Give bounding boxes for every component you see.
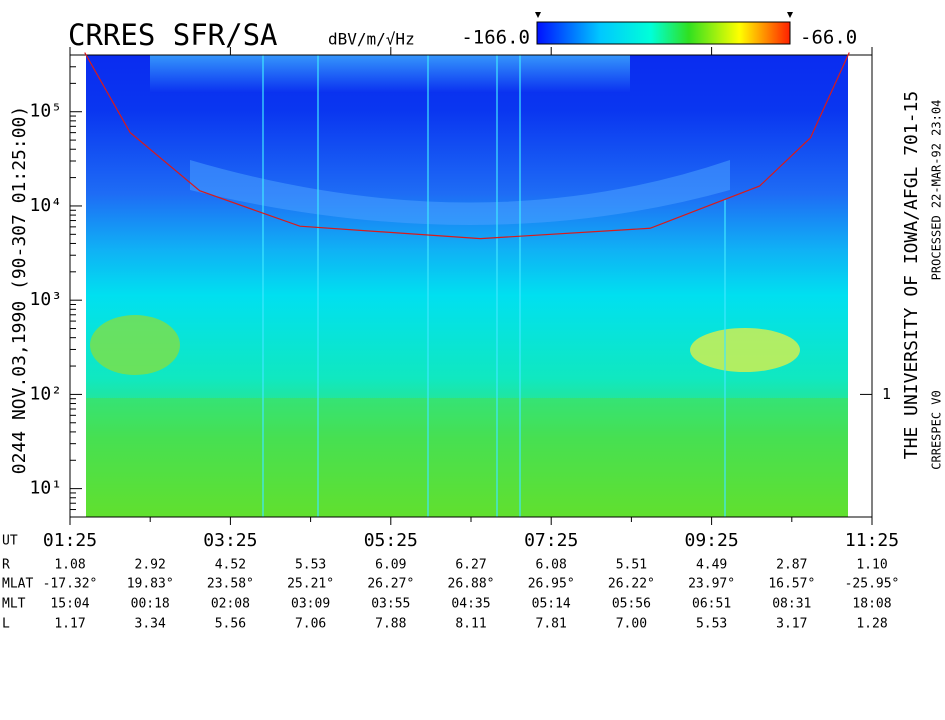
ephemeris-value: 3.17: [776, 617, 807, 632]
ephemeris-value: 26.22°: [608, 577, 655, 592]
ephemeris-value: 26.27°: [367, 577, 414, 592]
ephemeris-value: 6.08: [536, 558, 567, 573]
ephemeris-value: 5.51: [616, 558, 647, 573]
x-tick-label: 03:25: [203, 530, 257, 551]
plot-area: [69, 54, 873, 518]
ephemeris-value: 03:55: [371, 597, 410, 612]
x-tick-label: 01:25: [43, 530, 97, 551]
ephemeris-value: 4.49: [696, 558, 727, 573]
y2-tick-label: 1: [882, 385, 891, 403]
colorbar: [536, 21, 791, 45]
ephemeris-value: 18:08: [852, 597, 891, 612]
ephemeris-value: 7.88: [375, 617, 406, 632]
y-tick-label: 10⁵: [29, 101, 62, 122]
ephemeris-value: 5.53: [696, 617, 727, 632]
right-label: THE UNIVERSITY OF IOWA/AFGL 701-15: [901, 91, 922, 459]
overlay-line: [84, 52, 850, 240]
spectrogram-band: [190, 160, 730, 225]
y-tick-label: 10²: [29, 383, 62, 404]
spectrogram-band: [90, 315, 180, 375]
ephemeris-value: -25.95°: [845, 577, 900, 592]
ephemeris-value: 05:14: [532, 597, 571, 612]
ephemeris-value: 23.97°: [688, 577, 735, 592]
spectrogram-band: [86, 398, 848, 517]
version-label: CRRESPEC V0: [930, 390, 944, 469]
ephemeris-value: 2.87: [776, 558, 807, 573]
ephemeris-value: -17.32°: [43, 577, 98, 592]
ephemeris-value: 7.00: [616, 617, 647, 632]
ephemeris-value: 5.56: [215, 617, 246, 632]
ephemeris-value: 26.95°: [528, 577, 575, 592]
ephemeris-value: 1.17: [54, 617, 85, 632]
spectrogram: [86, 55, 848, 517]
ephemeris-value: 06:51: [692, 597, 731, 612]
ephemeris-value: 19.83°: [127, 577, 174, 592]
ephemeris-value: 04:35: [451, 597, 490, 612]
x-tick-label: 05:25: [364, 530, 418, 551]
y-tick-label: 10³: [29, 289, 62, 310]
ephemeris-value: 7.06: [295, 617, 326, 632]
ephemeris-value: 1.08: [54, 558, 85, 573]
colorbar-unit: dBV/m/√Hz: [328, 30, 415, 49]
x-tick-label: 09:25: [685, 530, 739, 551]
ephemeris-value: 6.09: [375, 558, 406, 573]
ephemeris-value: 02:08: [211, 597, 250, 612]
ephemeris-value: 1.28: [856, 617, 887, 632]
spectrogram-band: [690, 328, 800, 372]
ephemeris-value: 4.52: [215, 558, 246, 573]
x-tick-label: 11:25: [845, 530, 899, 551]
ephemeris-label: R: [2, 558, 10, 573]
y-tick-label: 10¹: [29, 478, 62, 499]
ephemeris-value: 6.27: [455, 558, 486, 573]
ephemeris-label: MLT: [2, 597, 26, 612]
ephemeris-value: 05:56: [612, 597, 651, 612]
colorbar-max: -66.0: [800, 27, 857, 49]
ephemeris-value: 7.81: [536, 617, 567, 632]
ephemeris-value: 03:09: [291, 597, 330, 612]
ephemeris-value: 26.88°: [448, 577, 495, 592]
y-tick-label: 10⁴: [29, 195, 62, 216]
ephemeris-value: 25.21°: [287, 577, 334, 592]
spectrogram-band: [150, 55, 630, 93]
spectrogram-streaks: [262, 55, 726, 517]
ephemeris-value: 2.92: [135, 558, 166, 573]
ephemeris-value: 08:31: [772, 597, 811, 612]
colorbar-arrows: [535, 12, 793, 18]
colorbar-min: -166.0: [461, 27, 530, 49]
ephemeris-value: 15:04: [50, 597, 89, 612]
processed-label: PROCESSED 22-MAR-92 23:04: [930, 100, 944, 281]
ephemeris-label: UT: [2, 534, 18, 549]
ephemeris-value: 00:18: [131, 597, 170, 612]
ephemeris-value: 3.34: [135, 617, 166, 632]
ephemeris-value: 5.53: [295, 558, 326, 573]
ephemeris-label: MLAT: [2, 577, 33, 592]
left-label: 0244 NOV.03,1990 (90-307 01:25:00): [9, 106, 30, 474]
x-tick-label: 07:25: [524, 530, 578, 551]
ephemeris-value: 16.57°: [768, 577, 815, 592]
ephemeris-value: 1.10: [856, 558, 887, 573]
ephemeris-value: 23.58°: [207, 577, 254, 592]
ephemeris-value: 8.11: [455, 617, 486, 632]
chart-title: CRRES SFR/SA: [68, 18, 278, 52]
ephemeris-label: L: [2, 617, 10, 632]
